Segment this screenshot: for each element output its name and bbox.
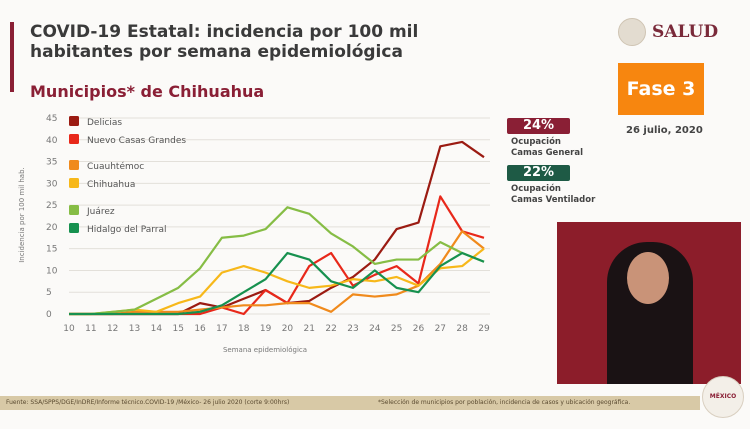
x-tick-label: 22 — [325, 324, 336, 334]
series-line-4 — [69, 206, 485, 316]
footer-source: Fuente: SSA/SPPS/DGE/InDRE/Informe técni… — [6, 399, 290, 406]
legend-swatch — [69, 223, 79, 233]
x-tick-label: 28 — [456, 324, 468, 334]
x-tick-label: 21 — [304, 324, 315, 334]
x-tick-label: 15 — [172, 324, 183, 334]
y-tick-label: 40 — [46, 136, 58, 146]
legend-label: Nuevo Casas Grandes — [87, 136, 186, 146]
x-tick-label: 25 — [391, 324, 402, 334]
series-line-5 — [69, 251, 485, 316]
x-axis-label: Semana epidemiológica — [223, 346, 307, 354]
y-tick-label: 20 — [46, 223, 58, 233]
x-tick-label: 13 — [129, 324, 140, 334]
x-tick-label: 16 — [194, 324, 206, 334]
legend-swatch — [69, 134, 79, 144]
page-subtitle: Municipios* de Chihuahua — [30, 82, 265, 101]
footer-bar: Fuente: SSA/SPPS/DGE/InDRE/Informe técni… — [0, 396, 700, 410]
y-tick-label: 0 — [46, 310, 52, 320]
legend-swatch — [69, 205, 79, 215]
legend-label: Juárez — [86, 207, 115, 217]
x-tick-label: 17 — [216, 324, 227, 334]
occupancy-general-badge: 24% — [507, 118, 570, 134]
y-tick-label: 15 — [46, 245, 57, 255]
phase-date: 26 julio, 2020 — [626, 125, 703, 136]
legend-swatch — [69, 178, 79, 188]
legend-label: Hidalgo del Parral — [87, 225, 166, 235]
y-tick-label: 30 — [46, 179, 58, 189]
y-tick-label: 5 — [46, 288, 52, 298]
x-tick-label: 23 — [347, 324, 358, 334]
x-tick-label: 11 — [85, 324, 96, 334]
x-tick-label: 29 — [478, 324, 490, 334]
interpreter-face — [627, 252, 669, 304]
x-tick-label: 24 — [369, 324, 381, 334]
accent-bar — [10, 22, 14, 92]
legend-swatch — [69, 116, 79, 126]
legend-label: Chihuahua — [87, 180, 135, 190]
y-tick-label: 25 — [46, 201, 57, 211]
series-line-2 — [69, 230, 485, 316]
x-tick-label: 18 — [238, 324, 250, 334]
phase-badge: Fase 3 — [618, 63, 704, 115]
y-tick-label: 35 — [46, 158, 57, 168]
y-tick-label: 10 — [46, 266, 58, 276]
series-line-3 — [69, 247, 485, 316]
x-tick-label: 14 — [151, 324, 163, 334]
legend-label: Delicias — [87, 118, 122, 128]
x-tick-label: 19 — [260, 324, 272, 334]
x-tick-label: 10 — [63, 324, 75, 334]
page-title: COVID-19 Estatal: incidencia por 100 mil… — [30, 22, 419, 62]
y-tick-label: 45 — [46, 114, 57, 124]
x-tick-label: 27 — [435, 324, 446, 334]
occupancy-general-label: Ocupación Camas General — [511, 137, 583, 158]
occupancy-ventilator-label: Ocupación Camas Ventilador — [511, 184, 596, 205]
line-chart: 0 5 10 15 20 25 30 35 40 45 10 11 12 13 14 15 16 17 18 19 20… — [18, 114, 490, 354]
occupancy-ventilator-badge: 22% — [507, 165, 570, 181]
y-axis-label: Incidencia por 100 mil hab. — [18, 167, 26, 263]
legend-swatch — [69, 160, 79, 170]
x-tick-label: 12 — [107, 324, 118, 334]
salud-logo: SALUD — [618, 18, 718, 46]
mexico-badge: MÉXICO — [702, 376, 744, 418]
logo-text: SALUD — [652, 22, 719, 42]
seal-icon — [618, 18, 646, 46]
x-tick-label: 20 — [282, 324, 294, 334]
legend-label: Cuauhtémoc — [87, 161, 144, 172]
footer-note: *Selección de municipios por población, … — [378, 399, 631, 406]
x-tick-label: 26 — [413, 324, 425, 334]
sign-language-video — [557, 222, 741, 384]
